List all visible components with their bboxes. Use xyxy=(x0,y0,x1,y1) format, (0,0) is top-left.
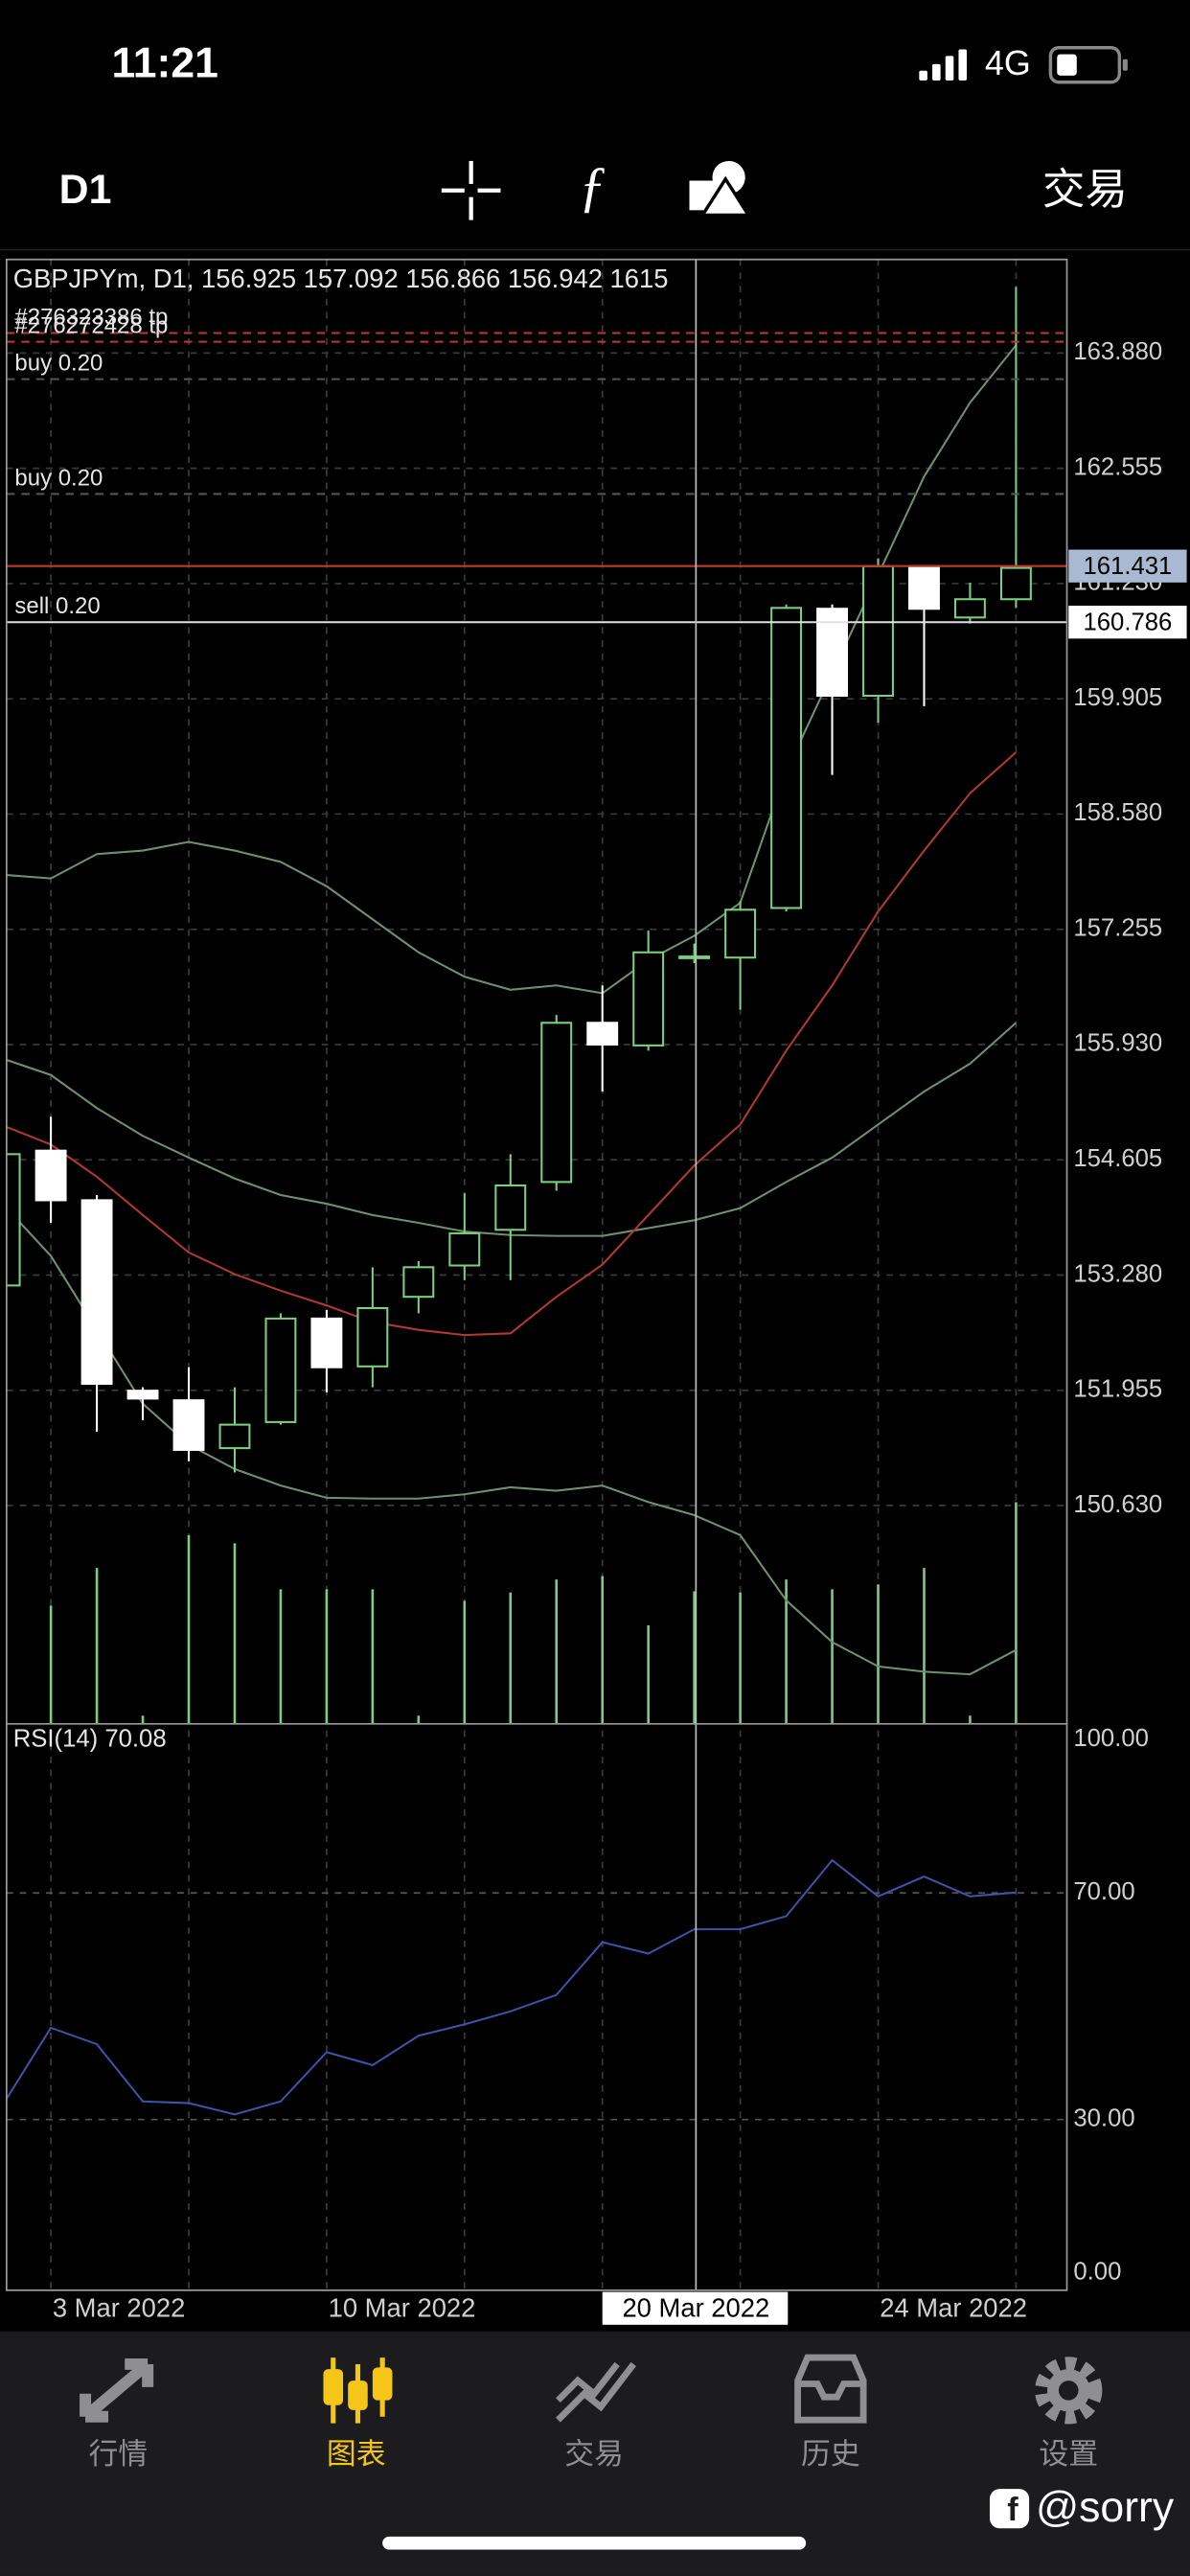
tabs: 行情 图表 交易 历史 设置 xyxy=(80,2354,1103,2471)
timeframe-button[interactable]: D1 xyxy=(59,167,112,213)
candle-body xyxy=(6,1153,21,1287)
tab-label: 行情 xyxy=(89,2437,149,2471)
price-tag xyxy=(1068,549,1187,583)
candle-body xyxy=(172,1399,205,1451)
objects-button[interactable] xyxy=(689,160,752,218)
chart-frame xyxy=(5,258,1068,2291)
tab-label: 交易 xyxy=(564,2437,624,2471)
y-tick-label: 0.00 xyxy=(1073,2259,1121,2286)
candle-body xyxy=(999,566,1032,601)
tab-quotes[interactable]: 行情 xyxy=(80,2358,154,2471)
price-pane xyxy=(6,287,1067,1724)
signal-icon xyxy=(919,49,968,81)
y-tick-label: 154.605 xyxy=(1073,1145,1162,1172)
tab-history[interactable]: 历史 xyxy=(794,2354,867,2471)
tab-bar xyxy=(0,2331,1190,2576)
tab-label: 设置 xyxy=(1039,2437,1098,2471)
candle-body xyxy=(80,1199,113,1385)
crosshair-button[interactable] xyxy=(441,160,501,220)
candle-body xyxy=(448,1231,481,1267)
order-label: buy 0.20 xyxy=(14,351,103,377)
tab-label: 图表 xyxy=(327,2437,386,2471)
clock: 11:21 xyxy=(111,39,217,86)
candle-body xyxy=(724,908,757,959)
y-tick-label: 158.580 xyxy=(1073,799,1162,826)
tab-label: 历史 xyxy=(801,2437,860,2471)
candle-body xyxy=(586,1022,619,1046)
candle-body xyxy=(494,1184,527,1231)
order-label: #276272428 tp xyxy=(14,313,168,339)
candle-body xyxy=(678,955,711,959)
candle-body xyxy=(862,564,894,698)
x-tick-label: 24 Mar 2022 xyxy=(880,2293,1027,2323)
tab-chart[interactable]: 图表 xyxy=(323,2358,393,2471)
chart-labels: 163.880162.555161.230159.905158.580157.2… xyxy=(14,259,1187,2325)
watermark-text: @sorry xyxy=(1036,2484,1175,2531)
y-tick-label: 159.905 xyxy=(1073,684,1162,711)
indicator-line xyxy=(6,1858,1017,2116)
y-tick-label: 157.255 xyxy=(1073,914,1162,941)
candle-body xyxy=(632,951,665,1046)
candle-body xyxy=(356,1306,389,1368)
home-indicator xyxy=(382,2536,807,2550)
order-label: buy 0.20 xyxy=(14,465,103,491)
candle-body xyxy=(953,598,986,619)
chart-title: GBPJPYm, D1, 156.925 157.092 156.866 156… xyxy=(13,264,669,293)
order-label: sell 0.20 xyxy=(14,593,100,619)
y-tick-label: 153.280 xyxy=(1073,1260,1162,1287)
battery-icon xyxy=(1048,46,1128,84)
y-tick-label: 163.880 xyxy=(1073,338,1162,365)
x-tick-label: 20 Mar 2022 xyxy=(622,2293,769,2323)
tab-trade[interactable]: 交易 xyxy=(556,2361,636,2471)
watermark: f @sorry xyxy=(990,2484,1175,2531)
price-tag xyxy=(1068,606,1187,639)
candle-body xyxy=(908,564,940,610)
rsi-pane xyxy=(6,1858,1017,2116)
svg-text:f: f xyxy=(1007,2492,1018,2528)
y-tick-label: 70.00 xyxy=(1073,1878,1134,1905)
candle-body xyxy=(816,608,848,698)
indicator-button[interactable]: ƒ xyxy=(579,155,606,218)
y-tick-label: 162.555 xyxy=(1073,453,1162,480)
indicator-line xyxy=(6,751,1018,1337)
candle-body xyxy=(264,1317,297,1423)
y-tick-label: 151.955 xyxy=(1073,1376,1162,1403)
y-tick-label: 150.630 xyxy=(1073,1491,1162,1518)
crosshair-date-box xyxy=(602,2291,789,2325)
candle-body xyxy=(126,1390,159,1400)
y-tick-label: 155.930 xyxy=(1073,1030,1162,1057)
x-tick-label: 10 Mar 2022 xyxy=(329,2293,476,2323)
candle-body xyxy=(770,607,803,909)
y-tick-label: 100.00 xyxy=(1073,1725,1149,1752)
grid xyxy=(6,259,1067,2290)
rsi-title: RSI(14) 70.08 xyxy=(13,1726,167,1753)
candle-body xyxy=(310,1317,343,1368)
price-tag-label: 161.431 xyxy=(1083,553,1172,580)
candle-body xyxy=(34,1149,67,1202)
candle-body xyxy=(218,1423,251,1450)
y-tick-label: 30.00 xyxy=(1073,2104,1134,2131)
tab-settings[interactable]: 设置 xyxy=(1035,2357,1103,2471)
price-tag-label: 160.786 xyxy=(1083,610,1172,636)
candle-body xyxy=(402,1266,435,1299)
x-tick-label: 3 Mar 2022 xyxy=(53,2293,186,2323)
order-label: #276323386 tp xyxy=(14,304,168,330)
trade-button[interactable]: 交易 xyxy=(1042,166,1128,213)
candle-body xyxy=(540,1022,573,1184)
network: 4G xyxy=(985,43,1031,82)
